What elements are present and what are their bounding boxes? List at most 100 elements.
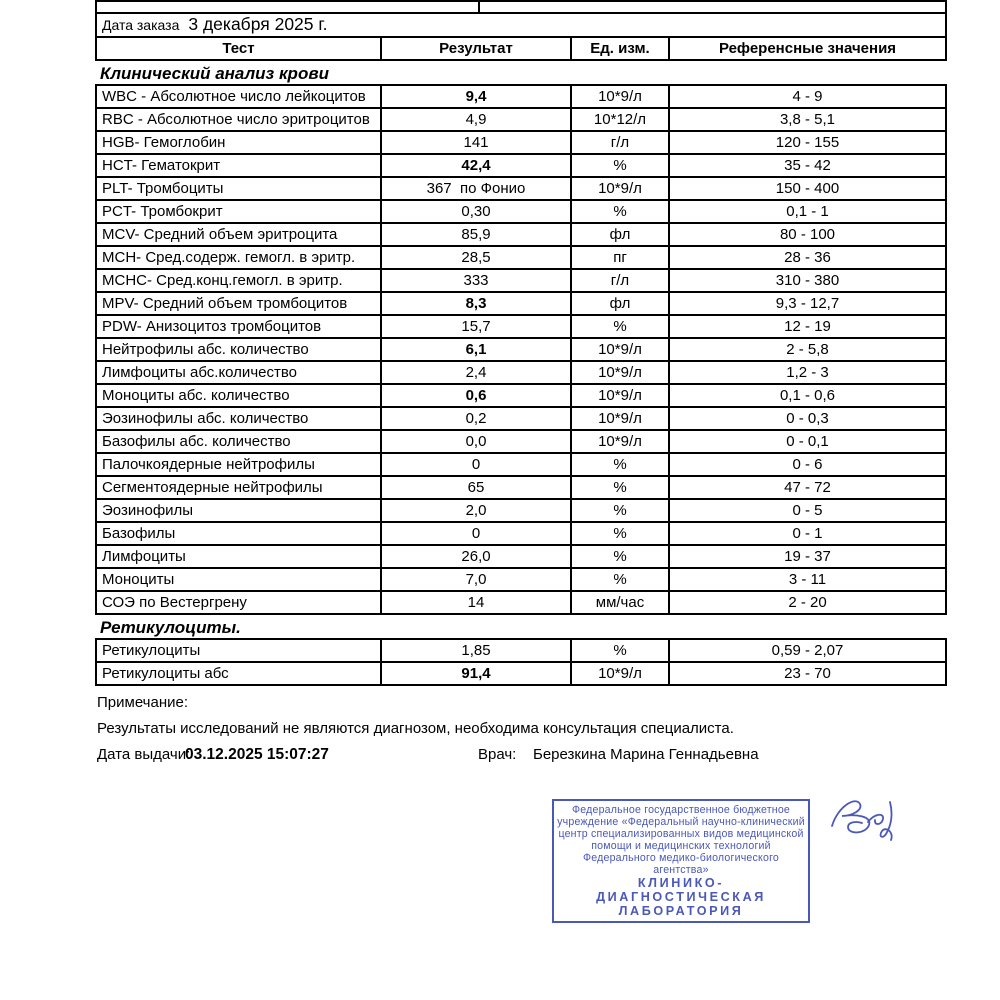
- unit-value: %: [570, 498, 670, 523]
- result-value: 0: [380, 521, 572, 546]
- test-name: PDW- Анизоцитоз тромбоцитов: [95, 314, 382, 339]
- test-name: WBC - Абсолютное число лейкоцитов: [95, 84, 382, 109]
- table-row: MCHC- Сред.конц.гемогл. в эритр. 333 г/л 31…: [95, 268, 947, 293]
- reference-range: 2 - 5,8: [668, 337, 947, 362]
- table-row: HGB- Гемоглобин 141 г/л 120 - 155: [95, 130, 947, 155]
- test-name: Базофилы: [95, 521, 382, 546]
- table-row: Базофилы абс. количество 0,0 10*9/л 0 - 0,1: [95, 429, 947, 454]
- result-value: 9,4: [380, 84, 572, 109]
- issue-line: Дата выдачи: 03.12.2025 15:07:27 Врач: Б…: [95, 746, 947, 766]
- cutoff-row: [95, 0, 947, 14]
- table-row: PLT- Тромбоциты 367 по Фонио 10*9/л 150 - 4…: [95, 176, 947, 201]
- reference-range: 12 - 19: [668, 314, 947, 339]
- test-name: СОЭ по Вестергрену: [95, 590, 382, 615]
- result-value: 91,4: [380, 661, 572, 686]
- result-value: 2,4: [380, 360, 572, 385]
- unit-value: фл: [570, 222, 670, 247]
- unit-value: %: [570, 452, 670, 477]
- table-row: Нейтрофилы абс. количество 6,1 10*9/л 2 - 5…: [95, 337, 947, 362]
- reference-range: 0,1 - 1: [668, 199, 947, 224]
- column-header-result: Результат: [380, 36, 572, 61]
- reference-range: 19 - 37: [668, 544, 947, 569]
- test-name: Нейтрофилы абс. количество: [95, 337, 382, 362]
- results-table: WBC - Абсолютное число лейкоцитов 9,4 10*9…: [95, 84, 947, 615]
- table-row: PCT- Тромбокрит 0,30% 0,1 - 1: [95, 199, 947, 224]
- unit-value: 10*9/л: [570, 661, 670, 686]
- unit-value: 10*9/л: [570, 337, 670, 362]
- test-name: Ретикулоциты: [95, 638, 382, 663]
- order-date-value: 3 декабря 2025 г.: [188, 14, 328, 34]
- reference-range: 3 - 11: [668, 567, 947, 592]
- unit-value: 10*9/л: [570, 176, 670, 201]
- test-name: Эозинофилы: [95, 498, 382, 523]
- unit-value: 10*9/л: [570, 429, 670, 454]
- section-title: Клинический анализ крови: [100, 64, 329, 83]
- reference-range: 150 - 400: [668, 176, 947, 201]
- test-name: MCV- Средний объем эритроцита: [95, 222, 382, 247]
- table-row: Ретикулоциты 1,85% 0,59 - 2,07: [95, 638, 947, 663]
- unit-value: %: [570, 314, 670, 339]
- disclaimer-text: Результаты исследований не являются диаг…: [97, 720, 734, 737]
- reference-range: 28 - 36: [668, 245, 947, 270]
- result-value: 15,7: [380, 314, 572, 339]
- doctor-signature: [831, 800, 893, 841]
- reference-range: 0,1 - 0,6: [668, 383, 947, 408]
- test-name: Базофилы абс. количество: [95, 429, 382, 454]
- issue-date-value: 03.12.2025 15:07:27: [185, 746, 329, 763]
- reference-range: 23 - 70: [668, 661, 947, 686]
- table-row: HCT- Гематокрит 42,4% 35 - 42: [95, 153, 947, 178]
- table-row: PDW- Анизоцитоз тромбоцитов 15,7% 12 - 19: [95, 314, 947, 339]
- test-name: Эозинофилы абс. количество: [95, 406, 382, 431]
- order-date-label: Дата заказа: [102, 17, 180, 33]
- reference-range: 1,2 - 3: [668, 360, 947, 385]
- laboratory-stamp: Федеральное государственное бюджетное уч…: [552, 799, 810, 924]
- result-value: 0,2: [380, 406, 572, 431]
- cutoff-cell: [95, 0, 947, 14]
- test-name: PCT- Тромбокрит: [95, 199, 382, 224]
- reference-range: 9,3 - 12,7: [668, 291, 947, 316]
- table-row: MCH- Сред.содерж. гемогл. в эритр. 28,5 пг…: [95, 245, 947, 270]
- result-value: 4,9: [380, 107, 572, 132]
- test-name: RBC - Абсолютное число эритроцитов: [95, 107, 382, 132]
- test-name: Моноциты: [95, 567, 382, 592]
- unit-value: мм/час: [570, 590, 670, 615]
- unit-value: %: [570, 544, 670, 569]
- report-header-table: Дата заказа 3 декабря 2025 г. Тест Резул…: [95, 0, 947, 61]
- result-value: 0: [380, 452, 572, 477]
- table-row: Эозинофилы 2,0% 0 - 5: [95, 498, 947, 523]
- lab-report-document: Дата заказа 3 декабря 2025 г. Тест Резул…: [95, 0, 947, 766]
- result-value: 26,0: [380, 544, 572, 569]
- doctor-label: Врач:: [478, 746, 517, 763]
- result-value: 7,0: [380, 567, 572, 592]
- reference-range: 0 - 6: [668, 452, 947, 477]
- unit-value: 10*12/л: [570, 107, 670, 132]
- result-value: 1,85: [380, 638, 572, 663]
- note-label: Примечание:: [97, 694, 188, 711]
- stamp-line: Федеральное государственное бюджетное: [571, 804, 791, 816]
- result-value: 141: [380, 130, 572, 155]
- test-name: Сегментоядерные нейтрофилы: [95, 475, 382, 500]
- table-row: MPV- Средний объем тромбоцитов 8,3 фл 9,3 -…: [95, 291, 947, 316]
- unit-value: %: [570, 475, 670, 500]
- stamp-line-lab-title: КЛИНИКО-ДИАГНОСТИЧЕСКАЯ: [596, 876, 766, 905]
- test-name: Лимфоциты: [95, 544, 382, 569]
- table-row: WBC - Абсолютное число лейкоцитов 9,4 10*9…: [95, 84, 947, 109]
- table-row: Моноциты 7,0% 3 - 11: [95, 567, 947, 592]
- reference-range: 47 - 72: [668, 475, 947, 500]
- test-name: MCH- Сред.содерж. гемогл. в эритр.: [95, 245, 382, 270]
- section-cbc: Клинический анализ крови WBC - Абсолютно…: [95, 61, 947, 615]
- stamp-line-lab-title: ЛАБОРАТОРИЯ: [618, 904, 744, 919]
- table-row: Ретикулоциты абс 91,4 10*9/л 23 - 70: [95, 661, 947, 686]
- order-date-row: Дата заказа 3 декабря 2025 г.: [95, 12, 947, 38]
- result-value: 6,1: [380, 337, 572, 362]
- column-header-row: Тест Результат Ед. изм. Референсные знач…: [95, 36, 947, 61]
- test-name: Лимфоциты абс.количество: [95, 360, 382, 385]
- test-name: MPV- Средний объем тромбоцитов: [95, 291, 382, 316]
- test-name: MCHC- Сред.конц.гемогл. в эритр.: [95, 268, 382, 293]
- unit-value: %: [570, 638, 670, 663]
- stamp-line: Федерального медико-биологического агент…: [583, 851, 779, 876]
- unit-value: %: [570, 199, 670, 224]
- result-value: 65: [380, 475, 572, 500]
- reference-range: 310 - 380: [668, 268, 947, 293]
- table-row: Базофилы 0% 0 - 1: [95, 521, 947, 546]
